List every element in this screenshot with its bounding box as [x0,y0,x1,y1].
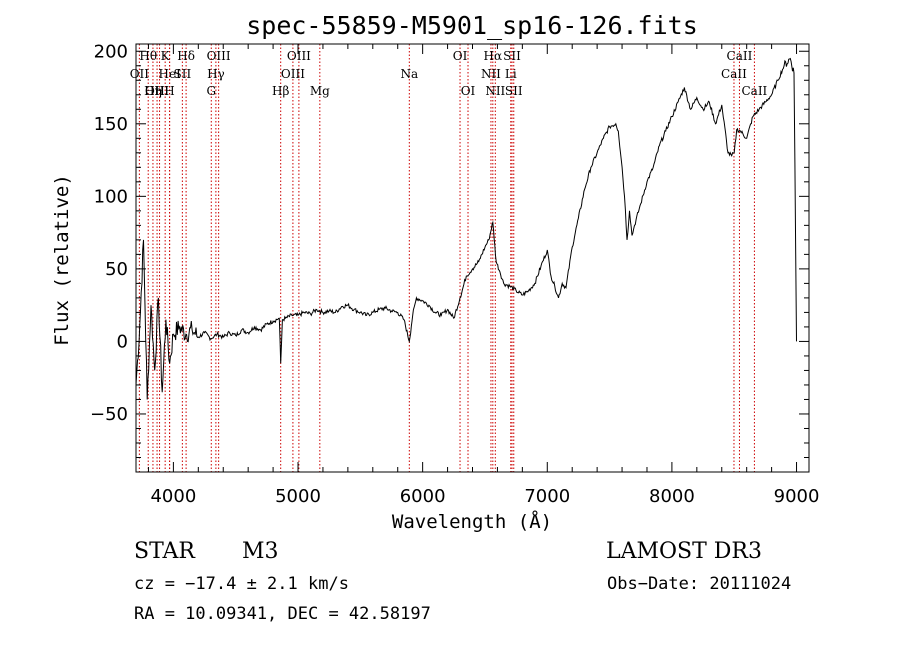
plot-frame [135,43,810,473]
line-marker-label: SII [503,49,521,63]
line-marker-label: CaII [727,49,753,63]
line-marker-label: OI [453,49,468,63]
x-axis-label: Wavelength (Å) [392,510,552,533]
survey-name: LAMOST DR3 [606,539,762,564]
x-tick-label: 7000 [524,486,570,507]
line-marker-label: OIII [281,67,305,81]
line-marker-label: Hγ [207,67,225,81]
line-marker-label: Li [505,67,517,81]
x-tick-label: 6000 [400,486,446,507]
line-marker-label: H [164,84,174,98]
line-marker-label: HeI [158,67,181,81]
y-axis-label: Flux (relative) [51,174,73,346]
line-marker-label: Hδ [177,49,195,63]
y-tick-label: −50 [90,404,128,425]
line-marker-label: CaII [721,67,747,81]
x-tick-label: 9000 [774,486,820,507]
obs-date-text: Obs−Date: 20111024 [607,574,791,594]
line-marker-label: K [161,49,171,63]
y-tick-label: 0 [117,331,128,352]
y-tick-label: 200 [94,41,128,62]
y-tick-label: 100 [94,186,128,207]
x-tick-label: 4000 [150,486,196,507]
object-subclass: M3 [242,539,279,564]
x-axis-ticks: 4000 5000 6000 7000 8000 9000 [147,44,820,507]
y-tick-label: 150 [94,114,128,135]
line-marker-label: NII [481,67,501,81]
line-marker-label: SII [174,67,192,81]
line-marker-label: OIII [207,49,231,63]
line-marker-label: Mg [310,84,330,98]
line-marker-label: NII [485,84,505,98]
line-marker-label: CaII [741,84,767,98]
line-marker-label: Hα [484,49,503,63]
line-marker-label: Hη [144,84,162,98]
line-marker-label: Hθ [139,49,157,63]
y-axis-ticks: −50 0 50 100 150 200 [90,41,809,458]
x-tick-label: 8000 [649,486,695,507]
x-tick-label: 5000 [275,486,321,507]
chart-title: spec-55859-M5901_sp16-126.fits [246,11,698,40]
line-marker-labels: OIIHθHηOIIIHKHHeISIIHδGHγOIIIHβOIIIOIIIM… [130,49,768,98]
y-tick-label: 50 [105,259,128,280]
line-marker-label: OII [130,67,150,81]
spectrum-line [135,57,797,400]
line-marker-label: SII [505,84,523,98]
coordinates-text: RA = 10.09341, DEC = 42.58197 [134,604,431,624]
line-marker-label: H [154,84,164,98]
object-class: STAR [134,539,196,564]
redshift-text: cz = −17.4 ± 2.1 km/s [134,574,349,594]
line-marker-label: Hβ [272,84,289,98]
line-markers [138,44,755,472]
line-marker-label: OIII [287,49,311,63]
line-marker-label: OI [461,84,476,98]
line-marker-label: G [206,84,216,98]
line-marker-label: Na [400,67,418,81]
line-marker-label: OIII [145,84,169,98]
